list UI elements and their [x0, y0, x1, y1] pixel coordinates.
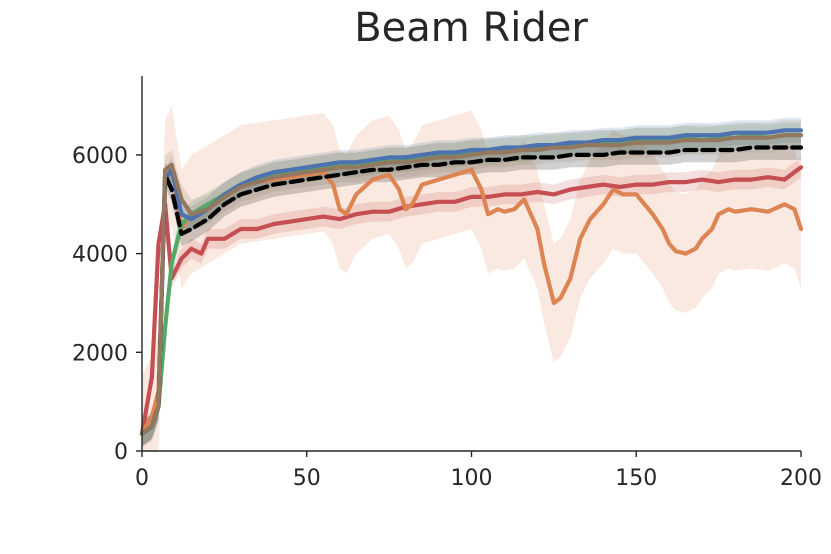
- x-tick-label: 0: [135, 466, 149, 491]
- y-tick-label: 4000: [72, 243, 128, 268]
- y-tick-label: 6000: [72, 144, 128, 169]
- series-1-line: [139, 165, 804, 436]
- x-tick-label: 200: [780, 466, 822, 491]
- y-ticks: 0 2000 4000 6000: [72, 144, 142, 465]
- series-6-line: [139, 133, 804, 436]
- chart-title: Beam Rider: [354, 5, 588, 51]
- x-tick-label: 150: [615, 466, 657, 491]
- x-ticks: 0 50 100 150 200: [135, 451, 822, 491]
- series-1-band: [142, 157, 801, 444]
- series-2-band: [142, 105, 801, 451]
- confidence-bands: [142, 105, 801, 451]
- series-3-line: [139, 133, 804, 436]
- x-tick-label: 50: [293, 466, 321, 491]
- y-tick-label: 2000: [72, 341, 128, 366]
- series-5-line: [139, 145, 804, 436]
- x-tick-label: 100: [451, 466, 493, 491]
- series-lines: [139, 128, 804, 436]
- y-tick-label: 0: [114, 440, 128, 465]
